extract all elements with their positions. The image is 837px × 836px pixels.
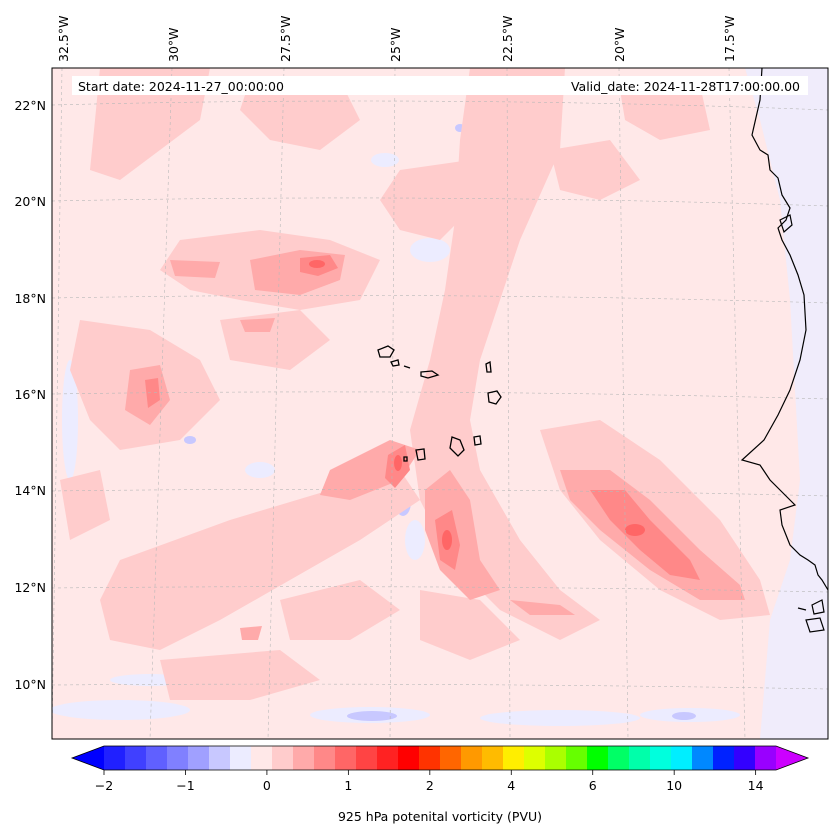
colorbar-segment [650, 746, 672, 770]
colorbar-segment [524, 746, 546, 770]
colorbar-segment [482, 746, 504, 770]
valid-date-label: Valid_date: 2024-11-28T17:00:00.00 [571, 79, 800, 94]
island-maio [473, 435, 482, 446]
lon-label: 32.5°W [56, 16, 71, 62]
lat-label: 16°N [14, 387, 46, 402]
colorbar-segment [608, 746, 630, 770]
colorbar-segment [104, 746, 126, 770]
island-santo-antao [377, 345, 395, 358]
colorbar-segment [566, 746, 588, 770]
colorbar-ticks: −2 −1 0 1 2 4 6 10 14 [95, 770, 764, 793]
colorbar-tick-label: 0 [263, 778, 271, 793]
map-frame [51, 67, 829, 740]
colorbar-segment [398, 746, 420, 770]
colorbar-segment [209, 746, 231, 770]
colorbar-tick-label: 14 [748, 778, 764, 793]
colorbar-segment [755, 746, 777, 770]
island-santiago [449, 436, 465, 457]
lat-label: 18°N [14, 291, 46, 306]
lat-label: 14°N [14, 483, 46, 498]
pv-contour-field [52, 68, 828, 739]
map-panel[interactable]: Start date: 2024-11-27_00:00:00 Valid_da… [50, 67, 829, 740]
lon-label: 17.5°W [722, 16, 737, 62]
colorbar-segment [335, 746, 357, 770]
lon-label: 27.5°W [278, 16, 293, 62]
lon-label: 22.5°W [500, 16, 515, 62]
island-sal [485, 360, 492, 373]
peak-pv-cores [309, 260, 645, 550]
start-date-label: Start date: 2024-11-27_00:00:00 [78, 79, 284, 94]
island-fogo [415, 448, 426, 461]
colorbar-segment [503, 746, 525, 770]
colorbar-segments [104, 746, 777, 770]
island-sao-nicolau [420, 370, 440, 379]
colorbar-tick-label: −1 [176, 778, 194, 793]
colorbar-segment [356, 746, 378, 770]
lon-label: 30°W [166, 27, 181, 62]
lon-label: 25°W [388, 27, 403, 62]
colorbar-segment [440, 746, 462, 770]
colorbar-max-arrow [776, 746, 808, 770]
colorbar-segment [713, 746, 735, 770]
graticule [52, 68, 828, 739]
lat-label: 10°N [14, 677, 46, 692]
cape-verde-islands[interactable] [377, 345, 502, 462]
negative-pv-patches [52, 68, 828, 739]
date-header-box [72, 76, 808, 95]
colorbar-tick-label: 2 [426, 778, 434, 793]
colorbar-segment [629, 746, 651, 770]
colorbar-segment [167, 746, 189, 770]
colorbar-tick-label: 6 [589, 778, 597, 793]
colorbar-min-arrow [72, 746, 104, 770]
island-sao-vicente [390, 359, 400, 367]
colorbar-tick-label: 10 [666, 778, 682, 793]
lon-label: 20°W [612, 27, 627, 62]
colorbar-segment [461, 746, 483, 770]
colorbar-segment [671, 746, 693, 770]
colorbar-label: 925 hPa potenital vorticity (PVU) [338, 809, 542, 824]
colorbar-segment [146, 746, 168, 770]
colorbar-segment [587, 746, 609, 770]
lat-label: 12°N [14, 580, 46, 595]
lat-label: 22°N [14, 98, 46, 113]
colorbar-segment [272, 746, 294, 770]
island-boa-vista [487, 390, 502, 405]
colorbar-tick-label: 1 [344, 778, 352, 793]
colorbar: −2 −1 0 1 2 4 6 10 14 925 hPa potenital vorticit… [70, 745, 810, 824]
colorbar-segment [692, 746, 714, 770]
colorbar-segment [419, 746, 441, 770]
colorbar-segment [734, 746, 756, 770]
colorbar-segment [125, 746, 147, 770]
colorbar-segment [230, 746, 252, 770]
colorbar-tick-label: 4 [507, 778, 515, 793]
colorbar-tick-label: −2 [95, 778, 113, 793]
island-brava [403, 456, 408, 462]
colorbar-segment [314, 746, 336, 770]
colorbar-segment [545, 746, 567, 770]
longitude-labels: 32.5°W 30°W 27.5°W 25°W 22.5°W 20°W 17.5… [56, 16, 737, 62]
colorbar-segment [188, 746, 210, 770]
colorbar-segment [251, 746, 273, 770]
island-santa-luzia [403, 365, 411, 369]
latitude-labels: 22°N 20°N 18°N 16°N 14°N 12°N 10°N [14, 98, 46, 692]
west-africa-coastline[interactable] [740, 68, 828, 633]
lat-label: 20°N [14, 194, 46, 209]
colorbar-segment [377, 746, 399, 770]
colorbar-segment [293, 746, 315, 770]
